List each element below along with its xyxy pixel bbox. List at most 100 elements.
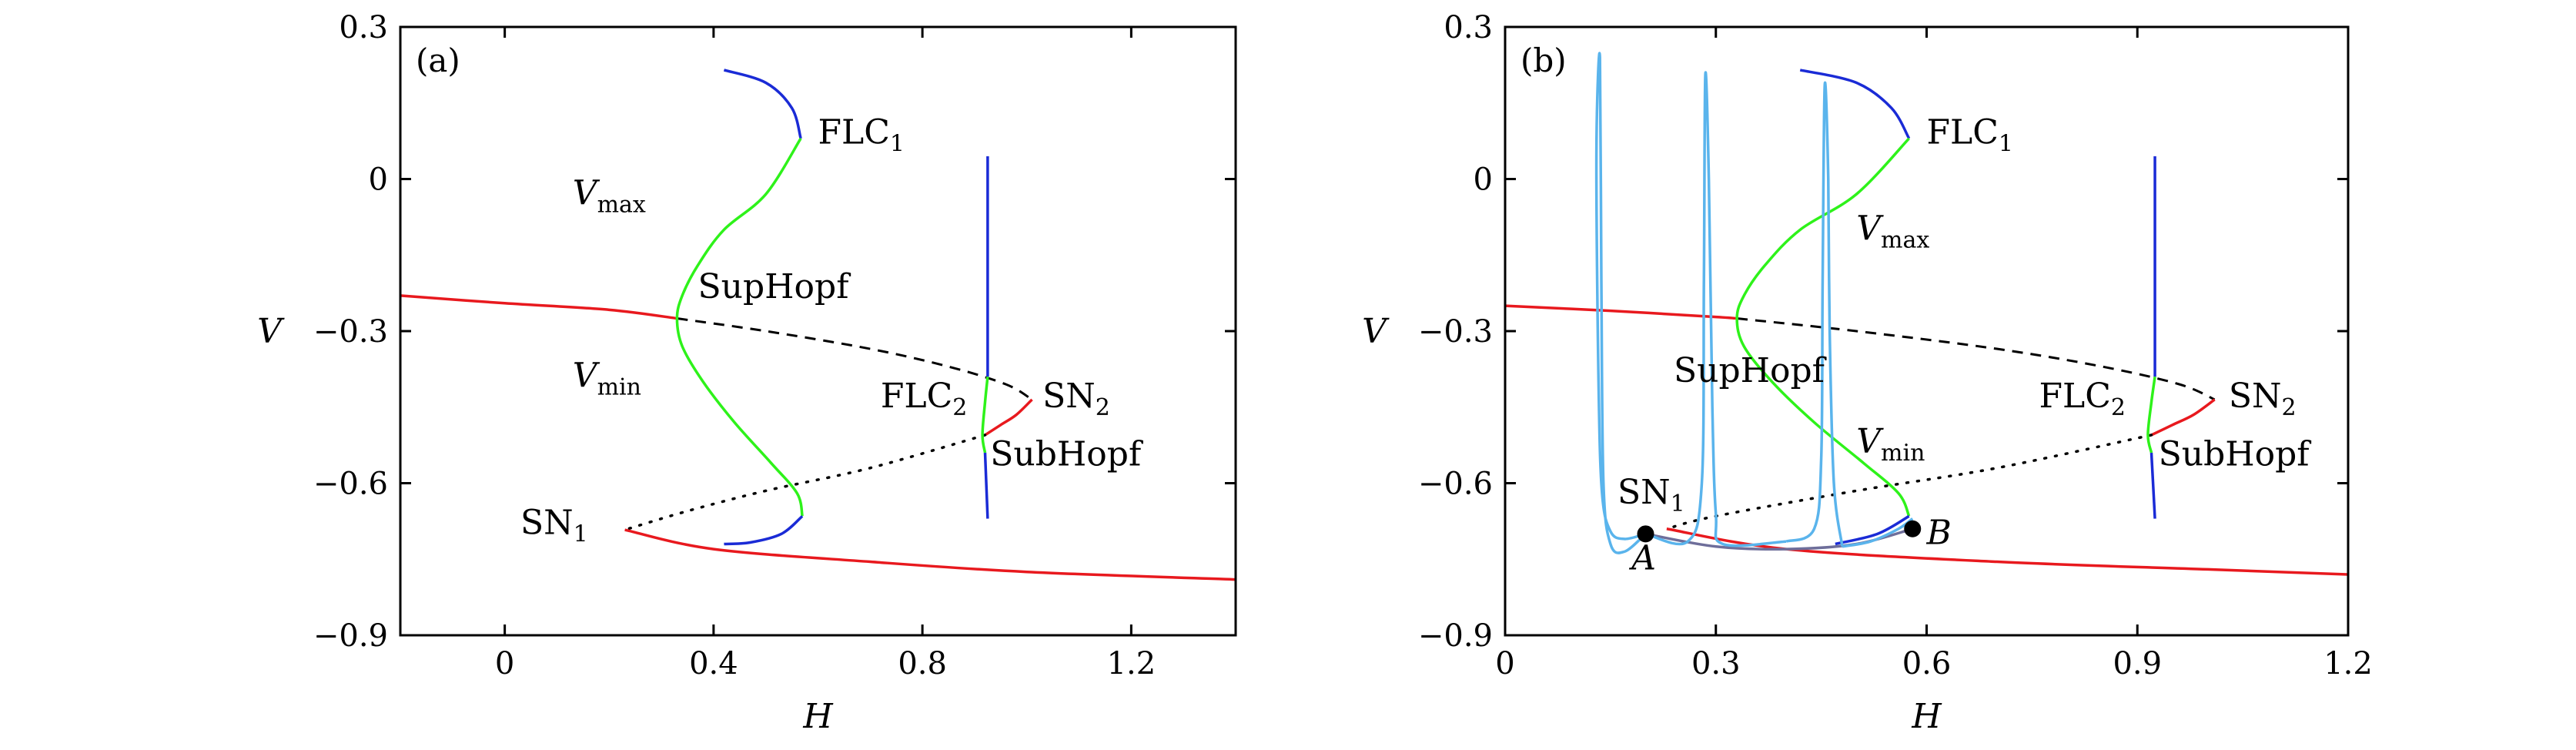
series-line-stable-node — [984, 398, 1033, 437]
annotation-text: SN — [520, 503, 574, 542]
x-tick-label: 0 — [1495, 646, 1514, 681]
x-axis-label: H — [1911, 697, 1942, 736]
y-tick-label: 0 — [369, 162, 388, 198]
y-axis-label: V — [257, 312, 285, 351]
annotation-v: Vmax — [1856, 209, 1929, 254]
annotation-subscript: 1 — [1999, 130, 2013, 157]
annotation-text: B — [1926, 514, 1952, 553]
annotation-text: SupHopf — [698, 267, 851, 306]
y-tick-label: −0.3 — [313, 314, 388, 350]
x-tick-label: 0.3 — [1691, 646, 1741, 681]
annotation-text: A — [1628, 538, 1656, 578]
annotation-subscript: max — [1881, 227, 1929, 254]
x-tick-label: 1.2 — [1107, 646, 1156, 681]
x-tick-label: 0.9 — [2113, 646, 2162, 681]
y-tick-label: 0 — [1474, 162, 1493, 198]
annotation-subscript: min — [597, 373, 641, 400]
series-line-stable-node — [624, 528, 1236, 581]
x-tick-label: 0.4 — [689, 646, 738, 681]
annotation-b: B — [1926, 514, 1952, 553]
annotation-text: SN — [1042, 377, 1096, 416]
annotation-subscript: 2 — [952, 394, 967, 421]
series-line-unstable-cycle — [1735, 137, 1911, 517]
series-line-trajectory — [1645, 71, 1787, 547]
y-tick-label: −0.9 — [313, 618, 388, 654]
series-line-trajectory — [1785, 81, 1844, 547]
series-line-trajectory — [1594, 52, 1647, 554]
series-line-stable-cycle — [723, 69, 802, 139]
annotation-v: Vmin — [1856, 422, 1925, 467]
y-tick-label: −0.6 — [313, 467, 388, 502]
y-tick-label: 0.3 — [339, 10, 388, 45]
annotation-text: SN — [1618, 473, 1671, 512]
panel-a: 0 0.4 0.8 1.2−0.9−0.6−0.300.3HV(a)FLC1VmaxS… — [257, 10, 1237, 736]
series-line-stable-cycle — [1835, 514, 1910, 546]
x-tick-label: 0.6 — [1902, 646, 1952, 681]
series-line-unstable-cycle — [981, 377, 989, 454]
annotation-subhopf: SubHopf — [990, 434, 1143, 474]
point-marker-b — [1904, 520, 1922, 537]
annotation-sn: SN2 — [2229, 377, 2297, 421]
annotation-text: FLC — [881, 377, 952, 416]
annotation-text: SubHopf — [2159, 434, 2312, 474]
y-axis-label: V — [1362, 312, 1390, 351]
annotation-a: A — [1628, 538, 1656, 578]
series-line-unstable-eq-dashed — [1736, 317, 2216, 401]
annotation-v: Vmin — [573, 356, 641, 400]
x-tick-label: 0.8 — [898, 646, 947, 681]
series-line-stable-cycle — [724, 514, 804, 546]
annotation-text: V — [1856, 422, 1884, 461]
annotation-flc: FLC1 — [1927, 112, 2014, 157]
y-tick-label: −0.3 — [1418, 314, 1493, 350]
series-line-stable-cycle — [983, 452, 989, 519]
annotation-flc: FLC2 — [881, 377, 968, 421]
annotation-sn: SN2 — [1042, 377, 1110, 421]
annotation-subscript: 1 — [1671, 491, 1685, 517]
series-line-stable-node — [400, 294, 677, 320]
series-line-unstable-cycle — [675, 137, 804, 517]
x-tick-label: 0 — [495, 646, 514, 681]
x-tick-label: 1.2 — [2323, 646, 2373, 681]
x-axis-label: H — [802, 697, 834, 736]
annotation-subhopf: SubHopf — [2159, 434, 2312, 474]
series-line-unstable-eq-dotted — [623, 434, 987, 531]
annotation-subscript: 2 — [2111, 394, 2126, 421]
annotation-subscript: 1 — [574, 521, 588, 547]
annotation-text: SupHopf — [1674, 351, 1827, 390]
annotation-text: FLC — [818, 112, 890, 152]
annotation-v: Vmax — [573, 173, 646, 218]
annotation-text: V — [573, 356, 601, 395]
series-group — [400, 69, 1236, 581]
panel-label: (b) — [1521, 42, 1567, 79]
annotation-subscript: max — [597, 191, 646, 218]
series-line-stable-cycle — [2149, 452, 2156, 519]
annotation-subscript: 2 — [2282, 394, 2297, 421]
annotation-suphopf: SupHopf — [1674, 351, 1827, 390]
annotation-text: FLC — [1927, 112, 1999, 152]
y-tick-label: −0.6 — [1418, 467, 1493, 502]
annotation-sn: SN1 — [520, 503, 588, 547]
annotation-flc: FLC1 — [818, 112, 905, 157]
series-line-stable-node — [1505, 304, 1738, 320]
annotation-text: V — [573, 173, 601, 213]
annotation-text: SN — [2229, 377, 2282, 416]
series-line-stable-node — [1666, 527, 2348, 576]
annotation-text: SubHopf — [990, 434, 1143, 474]
y-tick-label: 0.3 — [1444, 10, 1493, 45]
point-marker-a — [1637, 525, 1654, 543]
y-tick-label: −0.9 — [1418, 618, 1493, 654]
annotation-text: FLC — [2039, 377, 2111, 416]
series-line-unstable-eq-dashed — [677, 317, 1033, 401]
annotation-flc: FLC2 — [2039, 377, 2126, 421]
series-line-stable-cycle — [1799, 69, 1911, 139]
annotation-sn: SN1 — [1618, 473, 1685, 517]
annotation-text: V — [1856, 209, 1884, 249]
panel-b: 0 0.3 0.6 0.9 1.2−0.9−0.6−0.300.3HV(b)FLC1Vm… — [1362, 10, 2373, 736]
panel-label: (a) — [416, 42, 460, 79]
series-line-unstable-cycle — [2146, 377, 2156, 454]
series-line-stable-node — [2150, 398, 2216, 437]
annotation-subscript: min — [1881, 440, 1925, 467]
annotation-suphopf: SupHopf — [698, 267, 851, 306]
annotation-subscript: 2 — [1096, 394, 1110, 421]
